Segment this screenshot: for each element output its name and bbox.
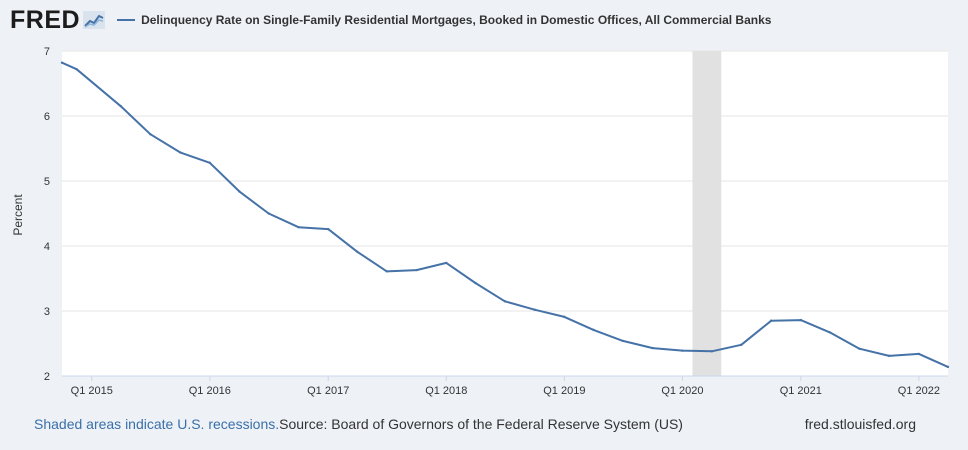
data-point: [503, 300, 507, 303]
x-tick-label: Q1 2020: [661, 385, 703, 397]
x-tick-label: Q1 2016: [189, 385, 231, 397]
data-point: [592, 328, 595, 332]
data-point: [740, 343, 743, 346]
fred-logo[interactable]: FRED: [10, 5, 81, 34]
legend-swatch: [117, 19, 136, 21]
data-point: [119, 105, 123, 108]
recession-band: [692, 51, 722, 376]
source-text: Source: Board of Governors of the Federa…: [279, 416, 683, 432]
footer-left: Shaded areas indicate U.S. recessions.So…: [34, 416, 683, 432]
data-point: [681, 349, 684, 352]
data-point: [267, 212, 270, 215]
data-point: [858, 347, 861, 350]
data-point: [769, 319, 773, 322]
data-point: [238, 190, 241, 193]
recession-shading: [692, 51, 722, 376]
data-point: [356, 250, 359, 254]
chart-header: FRED Delinquency Rate on Single-Family R…: [10, 6, 771, 34]
x-tick-label: Q1 2022: [898, 385, 940, 397]
data-point: [445, 261, 448, 265]
data-point: [474, 281, 477, 285]
data-point: [651, 346, 654, 350]
data-point: [385, 270, 388, 273]
y-axis-ticks: 2 3 4 5 6 7: [44, 46, 50, 383]
series-lines: [60, 61, 950, 369]
y-tick-label: 3: [44, 306, 50, 318]
data-point: [946, 365, 950, 369]
data-point: [563, 315, 566, 319]
x-tick-label: Q1 2018: [425, 385, 467, 397]
y-tick-label: 2: [44, 371, 50, 383]
fred-graph-icon: [83, 11, 106, 29]
data-point: [799, 318, 803, 322]
plot-background: [62, 51, 948, 376]
data-point: [75, 68, 78, 71]
x-tick-label: Q1 2019: [543, 385, 585, 397]
recession-note-link[interactable]: Shaded areas indicate U.S. recessions.: [34, 416, 280, 432]
data-point: [621, 339, 625, 343]
data-point: [60, 61, 64, 64]
x-tick-label: Q1 2015: [71, 385, 113, 397]
site-link[interactable]: fred.stlouisfed.org: [804, 416, 916, 432]
data-point: [178, 151, 182, 154]
x-tick-label: Q1 2017: [307, 385, 349, 397]
data-point: [710, 350, 714, 353]
y-tick-label: 4: [44, 241, 50, 253]
data-point: [297, 225, 300, 229]
x-axis-ticks: Q1 2015 Q1 2016 Q1 2017 Q1 2018 Q1 2019 Q1 20…: [62, 375, 948, 397]
data-point: [327, 227, 330, 231]
data-point: [149, 133, 152, 136]
y-tick-label: 6: [44, 111, 50, 123]
data-point: [828, 331, 832, 334]
y-axis-label: Percent: [11, 194, 25, 236]
data-point: [917, 352, 921, 356]
x-tick-label: Q1 2021: [780, 385, 822, 397]
data-point: [887, 354, 891, 358]
y-tick-label: 7: [44, 46, 50, 58]
data-point: [208, 161, 212, 164]
y-tick-label: 5: [44, 176, 50, 188]
data-point: [415, 268, 418, 272]
legend-label[interactable]: Delinquency Rate on Single-Family Reside…: [141, 13, 772, 27]
data-point: [533, 308, 536, 311]
